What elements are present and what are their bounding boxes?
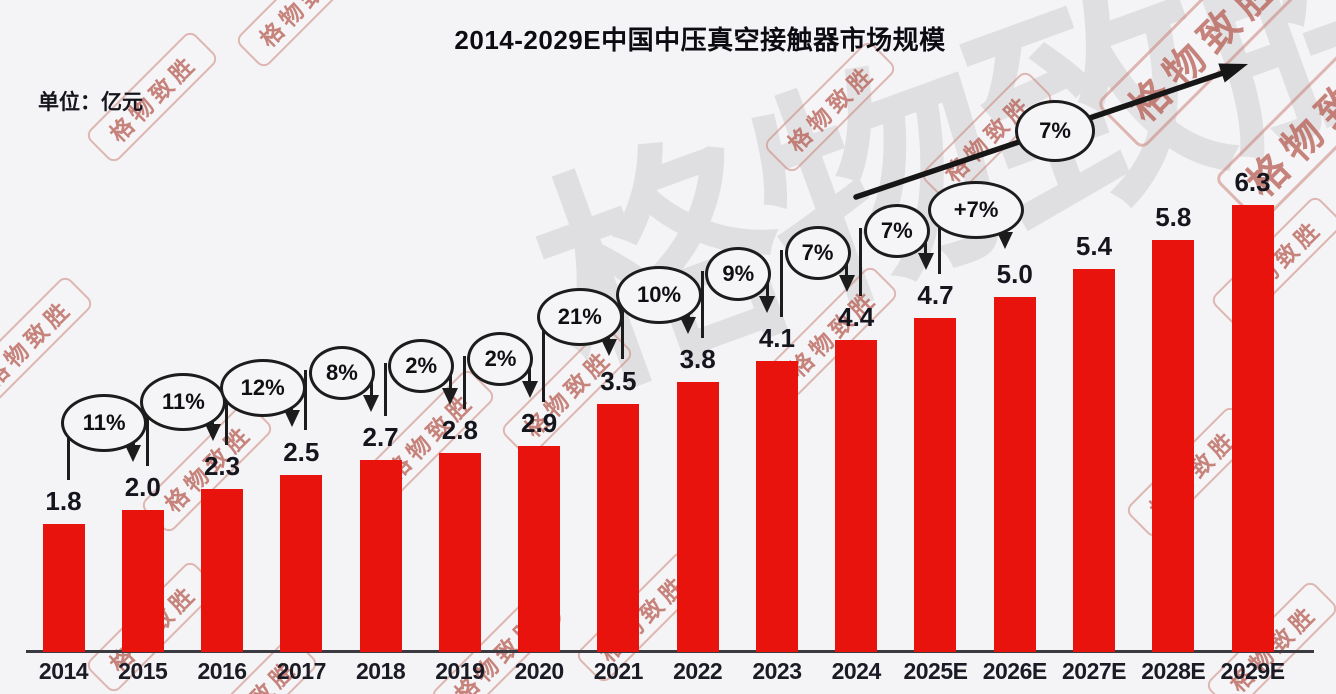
x-axis-label: 2016 <box>197 658 247 684</box>
bar-value-label: 6.3 <box>1234 166 1271 197</box>
x-axis-label: 2029E <box>1220 658 1286 684</box>
growth-badge: 2% <box>467 332 534 387</box>
bar-value-label: 2.3 <box>203 450 241 481</box>
bar <box>438 453 481 652</box>
unit-label: 单位：亿元 <box>38 91 143 114</box>
bar-value-label: 3.8 <box>679 344 716 375</box>
trend-growth-badge: 7% <box>1015 100 1095 162</box>
bar <box>1231 204 1274 652</box>
x-axis-label: 2014 <box>38 658 89 684</box>
growth-arrowhead <box>442 388 459 406</box>
growth-arrowhead <box>838 274 855 292</box>
growth-badge: 21% <box>536 287 623 346</box>
bar <box>1073 268 1115 652</box>
growth-arrowhead <box>917 253 934 271</box>
x-axis-label: 2027E <box>1061 658 1127 684</box>
x-axis-label: 2024 <box>831 658 882 684</box>
growth-arrowhead <box>204 423 221 441</box>
bar-value-label: 1.8 <box>45 486 82 517</box>
bar <box>42 524 85 652</box>
growth-arrowhead <box>125 445 142 462</box>
x-axis-label: 2015 <box>118 658 168 684</box>
growth-arrowhead <box>680 317 697 335</box>
bar <box>201 488 244 652</box>
growth-arrowhead <box>363 395 380 413</box>
growth-connector-left <box>779 249 783 317</box>
bar-value-label: 2.0 <box>124 472 161 502</box>
x-axis-label: 2025E <box>903 658 968 684</box>
growth-badge: 7% <box>784 225 851 280</box>
bar <box>835 339 878 652</box>
bar-value-label: 5.8 <box>1155 202 1192 233</box>
bar-value-label: 2.9 <box>521 408 558 439</box>
bar-value-label: 2.7 <box>362 422 399 453</box>
bar <box>359 460 402 652</box>
x-axis-label: 2023 <box>752 658 802 684</box>
x-axis-label: 2020 <box>514 658 565 684</box>
bar <box>597 403 640 652</box>
bar-value-label: 5.4 <box>1075 230 1113 261</box>
growth-arrowhead <box>600 338 617 356</box>
x-axis-label: 2019 <box>435 658 485 684</box>
bar <box>755 360 798 652</box>
growth-arrowhead <box>521 381 538 399</box>
growth-connector-left <box>542 313 546 403</box>
bar <box>280 474 323 652</box>
x-axis-label: 2026E <box>982 658 1048 684</box>
watermark-stamp: 格物致胜 <box>0 274 95 410</box>
growth-connector-left <box>145 398 149 466</box>
bar-value-label: 2.5 <box>283 436 320 467</box>
growth-arrowhead <box>997 232 1014 249</box>
growth-badge: 11% <box>140 372 227 431</box>
growth-arrowhead <box>283 409 300 427</box>
growth-connector-left <box>462 356 466 410</box>
growth-connector-left <box>225 384 229 445</box>
growth-badge: 9% <box>705 246 772 301</box>
bar-value-label: 5.0 <box>996 259 1033 289</box>
growth-connector-left <box>621 292 625 360</box>
bar-value-label: 2.8 <box>441 415 478 446</box>
bar <box>676 382 719 652</box>
bar <box>914 318 957 652</box>
growth-connector-left <box>304 370 308 431</box>
growth-connector-left <box>383 363 387 417</box>
bar <box>993 297 1036 652</box>
growth-connector-left <box>859 228 863 296</box>
x-axis-label: 2017 <box>276 658 327 684</box>
bar <box>121 510 164 652</box>
growth-badge: 7% <box>863 204 930 259</box>
bar <box>1152 240 1195 652</box>
x-axis-line <box>26 650 1314 653</box>
growth-badge: 2% <box>388 339 455 394</box>
growth-connector-left <box>938 207 942 275</box>
growth-connector-left <box>66 420 70 481</box>
growth-badge: 12% <box>219 358 306 417</box>
bar <box>518 446 561 652</box>
chart-title: 2014-2029E中国中压真空接触器市场规模 <box>454 25 946 55</box>
growth-arrowhead <box>759 295 776 313</box>
growth-badge: 11% <box>61 394 148 452</box>
bar-value-label: 4.1 <box>758 322 795 353</box>
bar-value-label: 4.7 <box>917 280 954 311</box>
watermark-stamp: 格物致胜 <box>762 39 898 175</box>
x-axis-label: 2018 <box>355 658 406 684</box>
x-axis-label: 2022 <box>673 658 723 684</box>
growth-connector-left <box>700 270 704 339</box>
growth-badge: 10% <box>616 266 703 325</box>
bar-value-label: 3.5 <box>600 365 637 396</box>
x-axis-label: 2028E <box>1141 658 1206 684</box>
growth-badge: +7% <box>928 181 1025 239</box>
growth-badge: 8% <box>308 346 375 401</box>
bar-value-label: 4.4 <box>838 301 875 332</box>
x-axis-label: 2021 <box>593 658 644 684</box>
